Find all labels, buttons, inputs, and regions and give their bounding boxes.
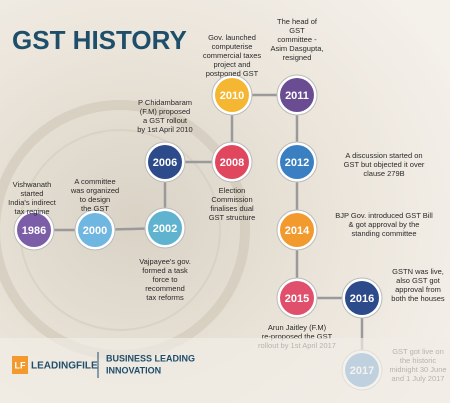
- event-text: resigned: [283, 53, 312, 62]
- node: [215, 78, 249, 112]
- event-text: commercial taxes: [203, 51, 262, 60]
- year: 2006: [153, 157, 177, 169]
- event-text: GST: [289, 26, 305, 35]
- node: [280, 281, 314, 315]
- event-text: tax regime: [14, 207, 49, 216]
- year: 2012: [285, 157, 309, 169]
- event-text: to design: [80, 195, 110, 204]
- event-text: clause 279B: [363, 169, 404, 178]
- node: [345, 281, 379, 315]
- year: 2010: [220, 90, 244, 102]
- node: [280, 78, 314, 112]
- year: 2014: [285, 225, 310, 237]
- brand: LEADINGFILE: [31, 361, 98, 372]
- event-text: also GST got: [396, 276, 441, 285]
- event-text: project and: [213, 60, 250, 69]
- event-text: Commission: [211, 195, 252, 204]
- event-text: finalises dual: [210, 204, 254, 213]
- event-text: India's indirect: [8, 198, 57, 207]
- event-text: Election: [219, 186, 246, 195]
- event-text: Gov. launched: [208, 33, 256, 42]
- event-text: GST but objected it over: [344, 160, 425, 169]
- year: 2000: [83, 225, 107, 237]
- year: 2002: [153, 223, 177, 235]
- tagline: INNOVATION: [106, 365, 161, 375]
- event-text: started: [21, 189, 44, 198]
- title: GST HISTORY: [12, 25, 187, 55]
- event-text: BJP Gov. introduced GST Bill: [335, 211, 433, 220]
- event-text: formed a task: [142, 266, 188, 275]
- event-text: Vishwanath: [13, 180, 52, 189]
- footer-band: [0, 338, 450, 403]
- event-text: The head of: [277, 17, 318, 26]
- event-text: A discussion started on: [345, 151, 422, 160]
- event-text: recommend: [145, 284, 185, 293]
- node: [280, 213, 314, 247]
- event-text: both the houses: [391, 294, 445, 303]
- logo-box: [12, 356, 28, 374]
- event-text: GSTN was live,: [392, 267, 444, 276]
- node: [17, 213, 51, 247]
- node: [148, 145, 182, 179]
- event-text: tax reforms: [146, 293, 184, 302]
- year: 1986: [22, 225, 46, 237]
- event-text: A committee: [74, 177, 115, 186]
- event-text: committee -: [277, 35, 317, 44]
- event-text: Asim Dasgupta,: [271, 44, 324, 53]
- event-text: force to: [152, 275, 177, 284]
- event-text: & got approval by the: [349, 220, 420, 229]
- event-text: a GST rollout: [143, 116, 188, 125]
- node: [148, 211, 182, 245]
- event-text: Arun Jaitley (F.M): [268, 323, 327, 332]
- event-text: (F.M) proposed: [140, 107, 190, 116]
- event-text: by 1st April 2010: [137, 125, 192, 134]
- event-text: standing committee: [351, 229, 416, 238]
- event-text: postponed GST: [206, 69, 259, 78]
- event-text: Vajpayee's gov.: [139, 257, 191, 266]
- node: [78, 213, 112, 247]
- event-text: computerise: [212, 42, 253, 51]
- tagline: BUSINESS LEADING: [106, 353, 195, 363]
- event-text: the GST: [81, 204, 109, 213]
- year: 2015: [285, 293, 309, 305]
- node: [280, 145, 314, 179]
- node: [215, 145, 249, 179]
- event-text: P Chidambaram: [138, 98, 192, 107]
- event-text: GST structure: [209, 213, 256, 222]
- year: 2011: [285, 90, 309, 102]
- event-text: re-proposed the GST: [262, 332, 333, 341]
- event-text: approval from: [395, 285, 441, 294]
- logo: LF: [15, 360, 26, 370]
- year: 2008: [220, 157, 244, 169]
- event-text: was organized: [70, 186, 119, 195]
- year: 2016: [350, 293, 374, 305]
